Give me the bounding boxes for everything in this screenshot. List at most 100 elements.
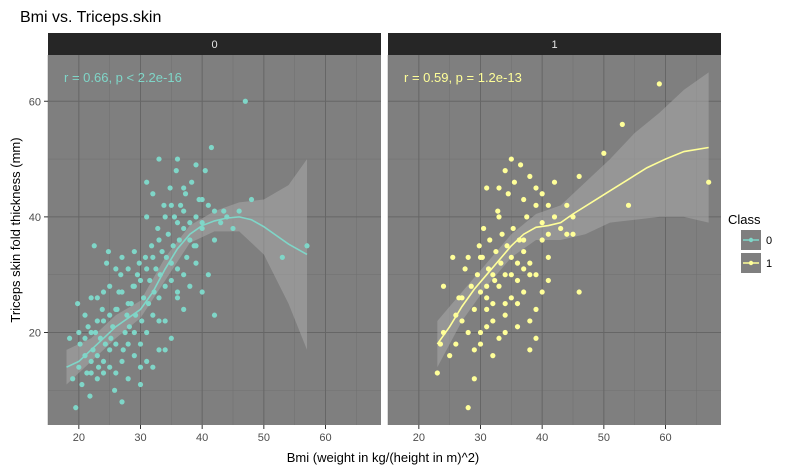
y-tick-label: 60: [29, 96, 41, 108]
data-point: [490, 272, 496, 278]
data-point: [524, 214, 530, 220]
grid: [47, 55, 381, 425]
data-point: [156, 295, 162, 301]
data-point: [162, 347, 168, 353]
data-point: [193, 214, 199, 220]
data-point: [94, 295, 100, 301]
data-point: [79, 381, 85, 388]
data-point: [150, 254, 156, 260]
data-point: [189, 179, 195, 185]
data-point: [193, 243, 199, 249]
data-point: [477, 254, 484, 260]
data-point: [474, 272, 481, 278]
data-point: [499, 231, 505, 237]
data-point: [205, 272, 211, 278]
data-point: [465, 254, 471, 260]
data-point: [496, 335, 502, 341]
data-point: [601, 150, 607, 156]
data-point: [492, 277, 498, 284]
data-point: [99, 306, 105, 312]
data-point: [134, 272, 141, 278]
data-point: [498, 260, 504, 266]
data-point: [521, 196, 527, 203]
data-point: [480, 225, 487, 232]
chart-title: Bmi vs. Triceps.skin: [20, 9, 161, 26]
data-point: [242, 98, 248, 104]
x-axis-title: Bmi (weight in kg/(height in m)^2): [287, 450, 480, 465]
data-point: [511, 179, 518, 185]
data-point: [162, 318, 168, 324]
data-point: [137, 381, 144, 388]
data-point: [131, 353, 137, 359]
x-tick-label: 60: [319, 432, 331, 444]
data-point: [484, 283, 490, 289]
data-point: [181, 306, 187, 312]
data-point: [119, 399, 125, 405]
data-point: [539, 191, 545, 197]
data-point: [447, 353, 453, 359]
data-point: [150, 191, 156, 197]
data-point: [514, 277, 521, 284]
data-point: [459, 318, 465, 324]
x-tick-label: 50: [598, 432, 610, 444]
data-point: [136, 260, 142, 266]
data-point: [173, 168, 179, 174]
data-point: [91, 243, 97, 249]
data-point: [484, 185, 490, 191]
data-point: [211, 208, 218, 214]
facet-strip-label: 0: [211, 39, 217, 51]
data-point: [156, 237, 162, 243]
data-point: [125, 341, 131, 347]
data-point: [502, 312, 508, 318]
facet-strip: [48, 33, 381, 55]
data-point: [570, 231, 576, 237]
data-point: [149, 243, 155, 249]
data-point: [94, 353, 100, 359]
data-point: [105, 248, 112, 255]
data-point: [477, 329, 484, 336]
data-point: [490, 300, 496, 307]
data-point: [76, 364, 82, 370]
x-tick-label: 40: [196, 432, 208, 444]
data-point: [144, 214, 150, 220]
data-point: [181, 185, 187, 191]
data-point: [139, 318, 145, 324]
data-point: [545, 231, 551, 237]
data-point: [440, 283, 447, 289]
data-point: [100, 358, 107, 365]
data-point: [150, 364, 156, 370]
data-point: [88, 358, 94, 365]
data-point: [484, 295, 490, 301]
data-point: [471, 347, 477, 353]
data-point: [108, 335, 114, 341]
data-point: [221, 208, 227, 214]
legend: Class 0 1: [728, 212, 772, 273]
data-point: [490, 318, 496, 324]
legend-title: Class: [728, 212, 761, 227]
data-point: [706, 179, 712, 185]
data-point: [156, 156, 162, 162]
data-point: [533, 306, 539, 312]
data-point: [66, 335, 73, 341]
data-point: [77, 341, 83, 347]
data-point: [113, 370, 119, 376]
data-point: [144, 179, 150, 185]
data-point: [153, 266, 159, 272]
data-point: [558, 225, 564, 232]
legend-key-0-point: [748, 237, 754, 243]
correlation-annotation: r = 0.59, p = 1.2e-13: [404, 70, 522, 85]
data-point: [434, 370, 440, 376]
data-point: [619, 121, 625, 127]
data-point: [163, 254, 169, 260]
data-point: [144, 266, 150, 272]
data-point: [144, 358, 150, 365]
data-point: [113, 341, 119, 347]
data-point: [181, 272, 187, 278]
data-point: [505, 191, 511, 197]
data-point: [100, 318, 107, 324]
data-point: [471, 376, 477, 382]
data-point: [502, 272, 508, 278]
data-point: [95, 364, 102, 370]
data-point: [181, 225, 187, 232]
data-point: [508, 272, 514, 278]
